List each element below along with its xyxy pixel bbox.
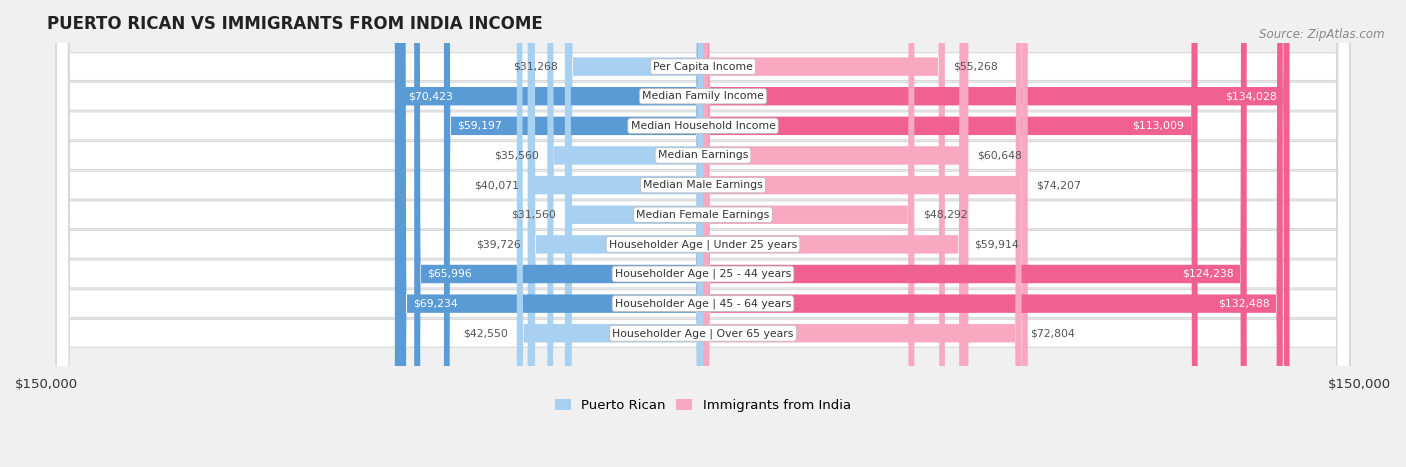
- Text: $113,009: $113,009: [1133, 121, 1184, 131]
- Text: $60,648: $60,648: [977, 150, 1022, 161]
- FancyBboxPatch shape: [529, 0, 703, 467]
- FancyBboxPatch shape: [703, 0, 1028, 467]
- Text: Median Earnings: Median Earnings: [658, 150, 748, 161]
- Text: $69,234: $69,234: [413, 298, 458, 309]
- Text: $72,804: $72,804: [1031, 328, 1076, 338]
- Legend: Puerto Rican, Immigrants from India: Puerto Rican, Immigrants from India: [550, 394, 856, 417]
- FancyBboxPatch shape: [56, 0, 1350, 467]
- FancyBboxPatch shape: [56, 0, 1350, 467]
- Text: $132,488: $132,488: [1218, 298, 1270, 309]
- Text: Per Capita Income: Per Capita Income: [652, 62, 754, 71]
- FancyBboxPatch shape: [415, 0, 703, 467]
- Text: Median Family Income: Median Family Income: [643, 91, 763, 101]
- Text: $55,268: $55,268: [953, 62, 998, 71]
- FancyBboxPatch shape: [703, 0, 1289, 467]
- FancyBboxPatch shape: [56, 0, 1350, 467]
- FancyBboxPatch shape: [56, 0, 1350, 467]
- FancyBboxPatch shape: [56, 0, 1350, 467]
- FancyBboxPatch shape: [703, 0, 965, 467]
- Text: Householder Age | 45 - 64 years: Householder Age | 45 - 64 years: [614, 298, 792, 309]
- FancyBboxPatch shape: [56, 0, 1350, 467]
- FancyBboxPatch shape: [703, 0, 1282, 467]
- Text: Median Household Income: Median Household Income: [630, 121, 776, 131]
- Text: $74,207: $74,207: [1036, 180, 1081, 190]
- FancyBboxPatch shape: [703, 0, 1022, 467]
- FancyBboxPatch shape: [401, 0, 703, 467]
- FancyBboxPatch shape: [395, 0, 703, 467]
- FancyBboxPatch shape: [527, 0, 703, 467]
- Text: $35,560: $35,560: [494, 150, 538, 161]
- Text: $42,550: $42,550: [463, 328, 508, 338]
- FancyBboxPatch shape: [56, 0, 1350, 467]
- Text: $134,028: $134,028: [1225, 91, 1277, 101]
- Text: $59,914: $59,914: [974, 240, 1019, 249]
- FancyBboxPatch shape: [565, 0, 703, 467]
- FancyBboxPatch shape: [517, 0, 703, 467]
- FancyBboxPatch shape: [703, 0, 1198, 467]
- FancyBboxPatch shape: [703, 0, 1247, 467]
- Text: Householder Age | Under 25 years: Householder Age | Under 25 years: [609, 239, 797, 250]
- Text: Source: ZipAtlas.com: Source: ZipAtlas.com: [1260, 28, 1385, 41]
- Text: $40,071: $40,071: [474, 180, 519, 190]
- FancyBboxPatch shape: [567, 0, 703, 467]
- FancyBboxPatch shape: [703, 0, 969, 467]
- Text: $39,726: $39,726: [475, 240, 520, 249]
- Text: $70,423: $70,423: [408, 91, 453, 101]
- Text: PUERTO RICAN VS IMMIGRANTS FROM INDIA INCOME: PUERTO RICAN VS IMMIGRANTS FROM INDIA IN…: [46, 15, 543, 33]
- Text: Median Male Earnings: Median Male Earnings: [643, 180, 763, 190]
- Text: $59,197: $59,197: [457, 121, 502, 131]
- Text: $48,292: $48,292: [924, 210, 967, 220]
- FancyBboxPatch shape: [56, 0, 1350, 467]
- FancyBboxPatch shape: [444, 0, 703, 467]
- FancyBboxPatch shape: [547, 0, 703, 467]
- Text: $31,268: $31,268: [513, 62, 557, 71]
- Text: Median Female Earnings: Median Female Earnings: [637, 210, 769, 220]
- Text: $124,238: $124,238: [1182, 269, 1233, 279]
- Text: $65,996: $65,996: [427, 269, 472, 279]
- FancyBboxPatch shape: [56, 0, 1350, 467]
- Text: Householder Age | 25 - 44 years: Householder Age | 25 - 44 years: [614, 269, 792, 279]
- Text: Householder Age | Over 65 years: Householder Age | Over 65 years: [612, 328, 794, 339]
- FancyBboxPatch shape: [703, 0, 945, 467]
- Text: $31,560: $31,560: [512, 210, 557, 220]
- FancyBboxPatch shape: [56, 0, 1350, 467]
- FancyBboxPatch shape: [703, 0, 914, 467]
